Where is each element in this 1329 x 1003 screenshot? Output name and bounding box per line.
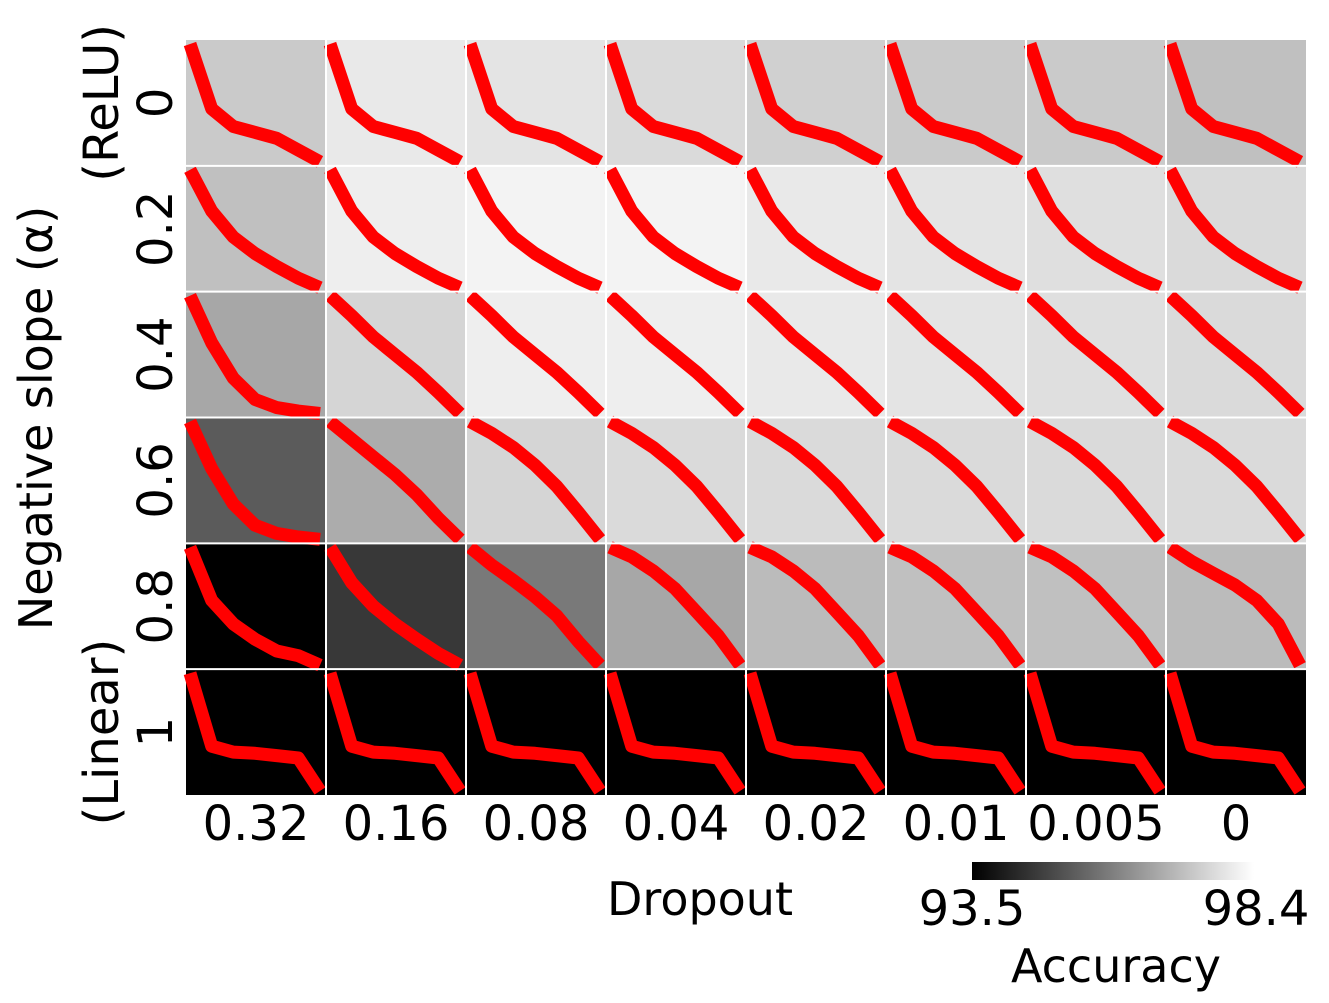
heatmap-cell	[186, 543, 326, 670]
y-tick-label: 0.4	[128, 316, 184, 392]
cell-curve	[1025, 290, 1165, 419]
y-tick-label: 0	[128, 88, 184, 119]
cell-curve	[747, 541, 886, 670]
cell-curve	[1163, 671, 1306, 795]
colorbar-label: Accuracy	[1011, 939, 1221, 993]
cell-curve	[1024, 166, 1163, 294]
x-tick-label: 0.02	[763, 796, 870, 852]
cell-curve	[1165, 290, 1305, 419]
y-axis-label: Negative slope (α)	[9, 206, 63, 630]
cell-curve	[323, 41, 464, 168]
cell-curve	[743, 41, 884, 168]
cell-curve	[463, 41, 604, 168]
colorbar	[972, 862, 1254, 880]
heatmap-cell	[466, 165, 606, 292]
cell-curve	[1026, 415, 1166, 544]
cell-curve	[1166, 415, 1306, 544]
cell-curve	[1023, 671, 1166, 795]
cell-curves	[183, 41, 1306, 795]
x-tick-label: 0.005	[1027, 796, 1164, 852]
cell-curve	[184, 166, 323, 294]
cell-curve	[464, 166, 603, 294]
cell-curve	[1027, 541, 1166, 670]
cell-curve	[1023, 41, 1164, 168]
cell-curve	[1163, 41, 1304, 168]
cell-curve	[607, 541, 746, 670]
cell-curve	[745, 290, 885, 419]
cell-curve	[603, 671, 746, 795]
x-tick-label: 0.32	[203, 796, 310, 852]
cell-curve	[1166, 541, 1306, 669]
cell-curve	[465, 542, 605, 670]
cell-curve	[465, 290, 605, 419]
heatmap-cell	[606, 165, 746, 292]
cell-curve	[184, 418, 321, 546]
colorbar-min-label: 93.5	[919, 881, 1026, 937]
cell-curve	[1164, 166, 1303, 294]
y-tick-label: 0.6	[128, 442, 184, 518]
x-tick-label: 0.08	[483, 796, 590, 852]
cell-curve	[323, 671, 466, 795]
cell-gridlines	[186, 40, 1306, 795]
cell-curve	[325, 416, 465, 544]
cell-curve	[884, 166, 1023, 294]
x-tick-label: 0.16	[343, 796, 450, 852]
heatmap-cell	[746, 165, 886, 292]
y-tick-note: (Linear)	[74, 639, 130, 826]
cell-curve	[606, 415, 746, 544]
heatmap-cell	[326, 165, 466, 292]
cell-curve	[325, 290, 465, 419]
cell-curve	[887, 541, 1026, 670]
x-tick-label: 0	[1221, 796, 1252, 852]
cell-curve	[466, 415, 606, 544]
cell-curve	[603, 41, 744, 168]
y-tick-labels: 0(ReLU) 0.2 0.4 0.6 0.8 1(Linear)	[74, 24, 184, 825]
cell-curve	[746, 415, 886, 544]
cell-curve	[324, 166, 463, 294]
y-tick-label: 0.2	[128, 191, 184, 267]
cell-curve	[883, 671, 1026, 795]
cell-curve	[184, 292, 321, 420]
heatmap-cell	[186, 165, 326, 292]
heatmap-cell	[1026, 165, 1166, 292]
x-tick-labels: 0.32 0.16 0.08 0.04 0.02 0.01 0.005 0	[203, 796, 1252, 852]
cell-curve	[604, 166, 743, 294]
cell-curve	[743, 671, 886, 795]
heatmap-cell	[886, 165, 1026, 292]
x-axis-label: Dropout	[607, 872, 793, 926]
y-tick-label: 1	[128, 717, 184, 748]
cell-curve	[885, 290, 1025, 419]
colorbar-max-label: 98.4	[1203, 881, 1310, 937]
x-tick-label: 0.01	[903, 796, 1010, 852]
cell-curve	[463, 671, 606, 795]
cell-curve	[183, 671, 326, 795]
x-tick-label: 0.04	[623, 796, 730, 852]
cell-curve	[183, 41, 324, 168]
cell-curve	[324, 543, 464, 671]
y-tick-note: (ReLU)	[74, 24, 130, 182]
cell-curve	[886, 415, 1026, 544]
cell-curve	[744, 166, 883, 294]
y-tick-label: 0.8	[128, 568, 184, 644]
cell-curve	[183, 544, 323, 672]
cell-curve	[883, 41, 1024, 168]
heatmap-cell	[1166, 165, 1306, 292]
heatmap-cell	[326, 543, 466, 670]
cell-curve	[605, 290, 745, 419]
